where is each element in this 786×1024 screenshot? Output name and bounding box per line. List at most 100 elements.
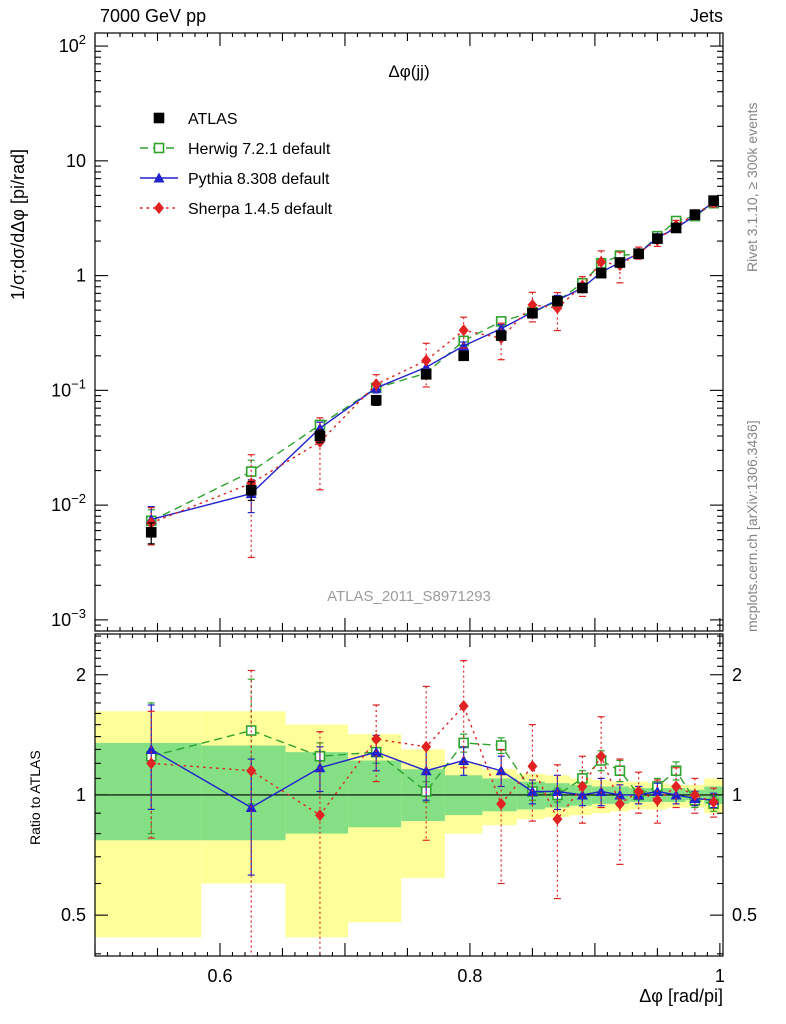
y-axis-title: 1/σ;dσ/dΔφ [pi/rad]: [8, 149, 28, 300]
x-tick-label: 1: [715, 966, 725, 986]
Sherpa 1.4.5 default-marker: [421, 740, 432, 753]
Sherpa 1.4.5 default-marker: [371, 378, 382, 391]
Pythia 8.308 default-main-series: [145, 196, 720, 538]
x-tick-label: 0.6: [207, 966, 232, 986]
green-band-segment: [285, 752, 349, 834]
ATLAS-marker: [577, 282, 588, 294]
ATLAS-marker: [495, 330, 507, 341]
ratio-tick-label: 2: [732, 665, 742, 685]
y-tick-label: 10−3: [51, 606, 86, 630]
axis-tick-labels: 10−3 10−2 10−1 1 10 102 0.5 0.5 1 1 2 2 0.6 0.8 1: [51, 32, 757, 986]
Sherpa 1.4.5 default-marker: [633, 785, 644, 798]
Pythia 8.308 default-marker: [595, 786, 607, 797]
Sherpa 1.4.5 default-line: [150, 202, 715, 524]
x-tick-label: 0.8: [457, 966, 482, 986]
ATLAS-marker: [527, 307, 538, 319]
Herwig 7.2.1 default-line: [151, 729, 714, 805]
x-axis-title: Δφ [rad/pi]: [639, 986, 723, 1006]
plot-title: Δφ(jj): [388, 62, 430, 81]
legend-label: Pythia 8.308 default: [188, 171, 330, 188]
ATLAS-marker: [314, 430, 326, 442]
Sherpa 1.4.5 default-marker: [689, 788, 700, 801]
legend-label: Sherpa 1.4.5 default: [188, 201, 333, 218]
ATLAS-marker: [708, 195, 719, 206]
ratio-tick-label: 0.5: [61, 905, 86, 925]
Sherpa 1.4.5 default-marker: [671, 780, 682, 793]
ratio-y-axis-title: Ratio to ATLAS: [27, 750, 43, 845]
green-band-segment: [348, 760, 402, 828]
legend-item: Herwig 7.2.1 default: [140, 141, 331, 158]
legend-label: ATLAS: [188, 111, 238, 128]
ATLAS-marker: [153, 112, 165, 124]
Sherpa 1.4.5 default-marker: [527, 760, 538, 773]
Pythia 8.308 default-line: [151, 201, 715, 521]
Sherpa 1.4.5 default-marker: [421, 354, 432, 367]
ATLAS-marker: [552, 295, 563, 307]
y-tick-label: 102: [59, 32, 86, 56]
Sherpa 1.4.5 default-marker: [652, 794, 663, 807]
Sherpa 1.4.5 default-marker: [371, 733, 382, 746]
Herwig 7.2.1 default-line: [150, 202, 715, 522]
legend-item: Pythia 8.308 default: [140, 171, 330, 188]
ATLAS-marker: [370, 394, 382, 406]
legend: ATLAS Herwig 7.2.1 default Pythia 8.308 de…: [140, 111, 333, 218]
Pythia 8.308 default-marker: [153, 172, 165, 183]
legend-item: ATLAS: [153, 111, 238, 128]
Sherpa 1.4.5 default-marker: [458, 324, 469, 337]
Sherpa 1.4.5 default-marker: [458, 700, 469, 713]
Pythia 8.308 default-marker: [145, 743, 157, 754]
main-panel-frame: [94, 32, 724, 632]
ATLAS-main-series: [145, 195, 719, 545]
Pythia 8.308 default-marker: [420, 765, 432, 776]
legend-label: Herwig 7.2.1 default: [188, 141, 331, 158]
ATLAS-marker: [245, 484, 257, 496]
y-tick-label: 10−1: [51, 376, 86, 400]
Pythia 8.308 default-marker: [458, 754, 470, 765]
ratio-tick-label: 1: [76, 785, 86, 805]
Sherpa 1.4.5 default-marker: [246, 764, 257, 777]
beam-energy-label: 7000 GeV pp: [100, 6, 207, 26]
Sherpa 1.4.5 default-main-series: [146, 196, 719, 559]
rivet-version-note: Rivet 3.1.10, ≥ 300k events: [744, 102, 760, 272]
legend-item: Sherpa 1.4.5 default: [140, 201, 333, 218]
analysis-id-watermark: ATLAS_2011_S8971293: [327, 588, 491, 605]
ATLAS-marker: [614, 257, 626, 268]
analysis-group-label: Jets: [689, 6, 723, 26]
ratio-tick-label: 1: [732, 785, 742, 805]
Sherpa 1.4.5 default-marker: [552, 813, 563, 826]
Sherpa 1.4.5 default-marker: [146, 757, 157, 770]
ATLAS-marker: [652, 233, 663, 244]
ATLAS-marker: [633, 248, 644, 260]
y-tick-label: 10−2: [51, 491, 86, 515]
Sherpa 1.4.5 default-marker: [596, 256, 607, 269]
Herwig 7.2.1 default-marker: [670, 765, 682, 777]
Sherpa 1.4.5 default-marker: [154, 202, 164, 214]
ratio-tick-label: 0.5: [732, 905, 757, 925]
axis-ticks: [94, 33, 723, 956]
y-tick-label: 1: [76, 266, 86, 286]
mcplots-reference-note: mcplots.cern.ch [arXiv:1306.3436]: [744, 420, 760, 632]
ATLAS-marker: [458, 350, 469, 362]
y-tick-label: 10: [66, 151, 86, 171]
Herwig 7.2.1 default-main-series: [145, 197, 719, 536]
ATLAS-marker: [420, 369, 432, 380]
ratio-tick-label: 2: [76, 665, 86, 685]
ATLAS-marker: [689, 209, 701, 220]
Sherpa 1.4.5 default-marker: [496, 797, 507, 810]
ATLAS-marker: [145, 526, 157, 538]
Sherpa 1.4.5 default-marker: [577, 780, 588, 793]
ATLAS-marker: [670, 222, 682, 234]
ATLAS-marker: [595, 267, 607, 279]
ratio-uncertainty-bands: [95, 711, 723, 938]
Sherpa 1.4.5 default-marker: [596, 750, 607, 763]
Sherpa 1.4.5 default-marker: [708, 796, 719, 809]
green-band-segment: [201, 745, 286, 841]
Sherpa 1.4.5 default-marker: [314, 809, 325, 822]
Sherpa 1.4.5 default-marker: [614, 797, 625, 810]
Sherpa 1.4.5 default-ratio-series: [146, 660, 719, 956]
Herwig 7.2.1 default-marker: [495, 740, 507, 751]
Herwig 7.2.1 default-marker: [153, 142, 165, 154]
Pythia 8.308 default-marker: [576, 789, 588, 800]
